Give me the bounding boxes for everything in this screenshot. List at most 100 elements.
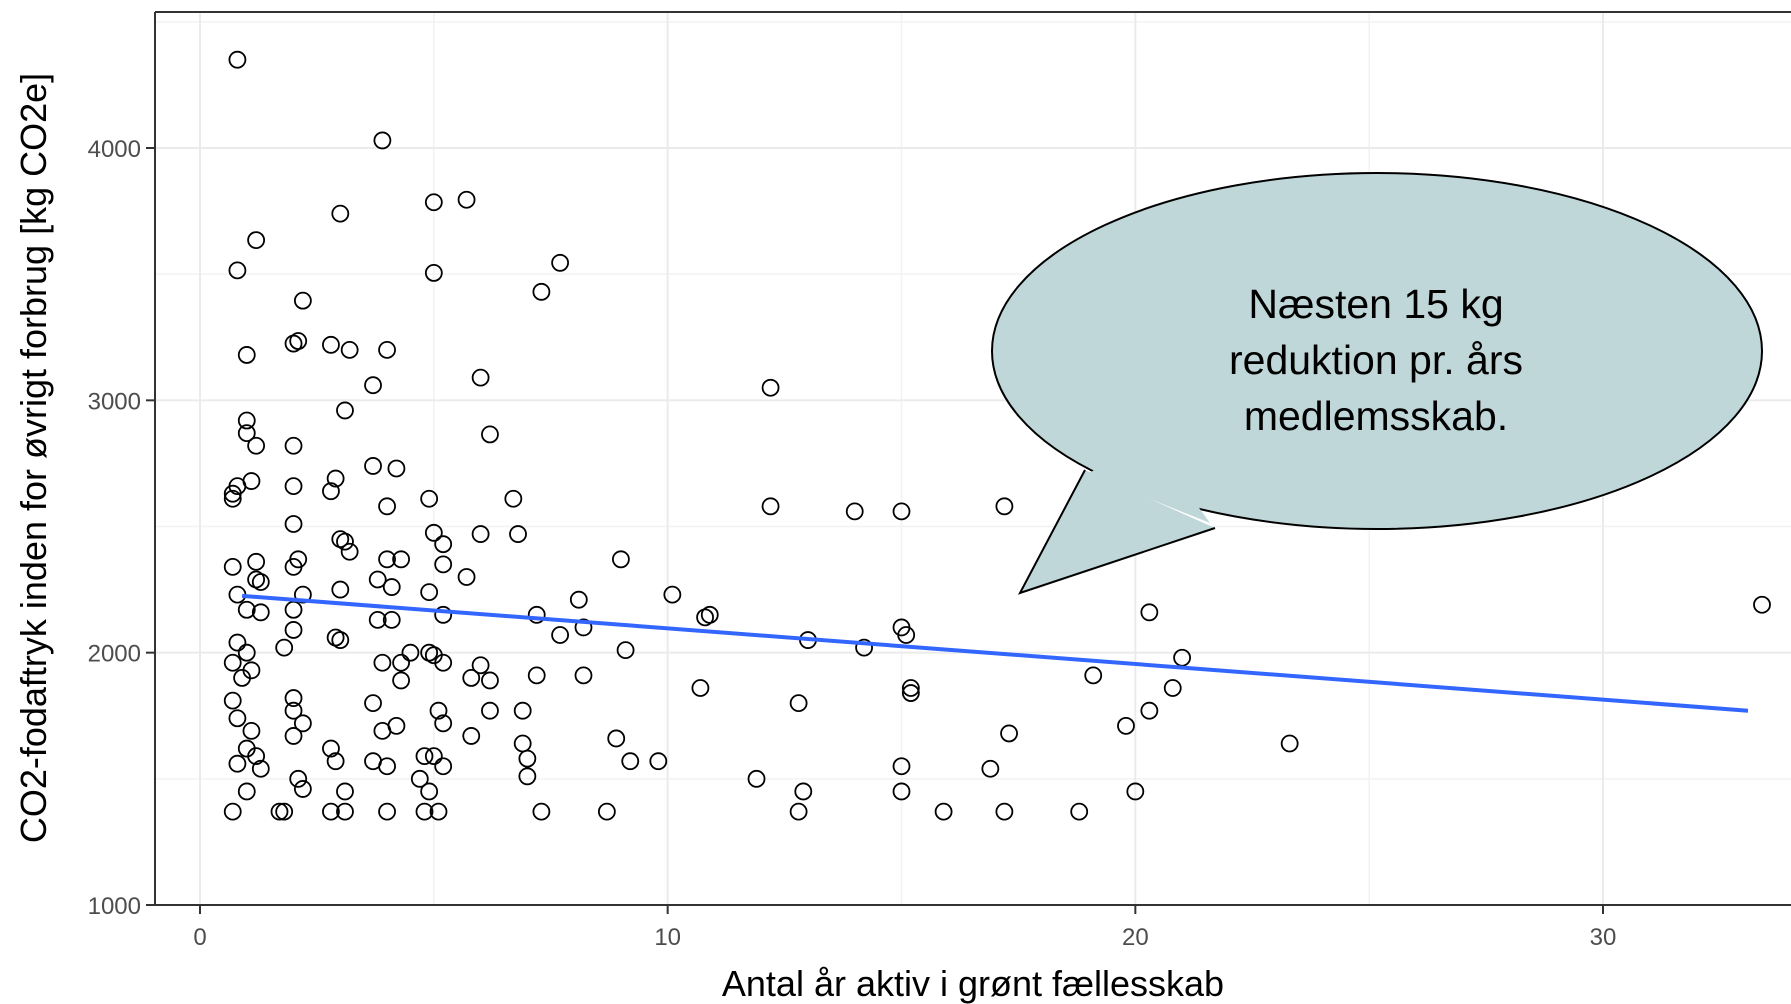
data-point [934,802,953,821]
data-point [420,583,439,602]
data-point [387,459,406,478]
data-point [251,603,270,622]
data-point [527,666,546,685]
data-point [382,578,401,596]
y-tick-label: 1000 [88,893,141,920]
data-point [434,714,453,733]
data-point [331,580,350,599]
data-point [434,653,453,672]
data-point [1000,724,1018,743]
data-point [551,253,570,272]
data-point [373,721,392,740]
speech-bubble-tail [1017,469,1216,595]
data-point [275,802,294,821]
data-point [901,679,920,697]
data-point [270,802,289,821]
data-point [457,568,476,586]
data-point [424,747,443,766]
data-point [340,542,359,561]
y-axis: 1000 2000 3000 4000 [88,136,155,920]
data-point [237,643,256,662]
data-point [392,653,410,672]
data-point [481,425,499,444]
data-point [700,605,719,624]
data-point [242,721,261,740]
data-point [322,739,340,758]
data-point [401,643,420,662]
data-point [373,653,392,672]
data-point [607,729,626,748]
data-point [457,190,476,209]
data-point [340,340,359,359]
callout-line-2: reduktion pr. års [1229,337,1523,383]
x-axis: 0 10 20 30 [193,905,1616,951]
data-point [237,782,256,801]
data-point [481,701,499,720]
data-point [336,802,354,821]
speech-bubble-body [991,172,1763,530]
data-point [981,759,1000,778]
data-point [518,767,537,786]
data-point [901,684,920,702]
data-point [223,557,242,576]
data-point [410,769,429,788]
data-point [322,482,340,501]
data-point [284,477,303,496]
data-point [649,752,668,771]
data-point [424,193,443,212]
data-point [392,550,410,569]
data-point [326,752,345,771]
data-point [322,335,340,354]
data-point [532,802,551,821]
data-point [527,605,546,624]
data-point [223,653,242,672]
y-axis-title: CO2-fodaftryk inden for øvrigt forbrug [… [13,73,54,843]
data-point [284,621,303,639]
data-point [247,552,266,571]
callout: Næsten 15 kg reduktion pr. års medlemssk… [991,172,1763,595]
data-point [251,759,270,778]
data-point [331,631,350,649]
data-point [378,802,396,821]
data-point [761,378,780,397]
data-point [1084,666,1103,685]
callout-line-3: medlemsskab. [1244,393,1508,439]
data-point [223,802,242,821]
data-point [434,605,453,624]
data-point [331,204,350,223]
data-point [569,590,588,609]
data-point [892,782,911,801]
panel-border [154,11,1791,906]
data-point [237,600,256,619]
data-point [574,618,593,637]
data-point [691,679,710,697]
data-point [247,747,266,766]
data-point [415,747,434,766]
data-point [794,782,813,801]
data-point [462,727,481,745]
data-point [223,489,242,508]
data-point [1753,595,1771,614]
data-point [789,802,808,821]
data-point [429,701,448,720]
data-point [378,550,396,569]
data-point [373,131,392,150]
data-point [364,376,382,395]
data-point [616,641,635,660]
data-point [509,525,527,543]
data-point [275,638,294,657]
data-point [424,264,443,282]
data-point [420,489,439,508]
data-point [284,515,303,533]
data-point [995,497,1014,516]
data-point [228,633,247,652]
data-point [223,484,242,503]
trend-line [241,593,1749,713]
data-point [518,749,537,768]
data-point [284,701,303,720]
data-point [420,782,439,801]
data-point [434,555,453,574]
data-point [392,671,410,690]
x-tick-label: 20 [1122,924,1149,951]
